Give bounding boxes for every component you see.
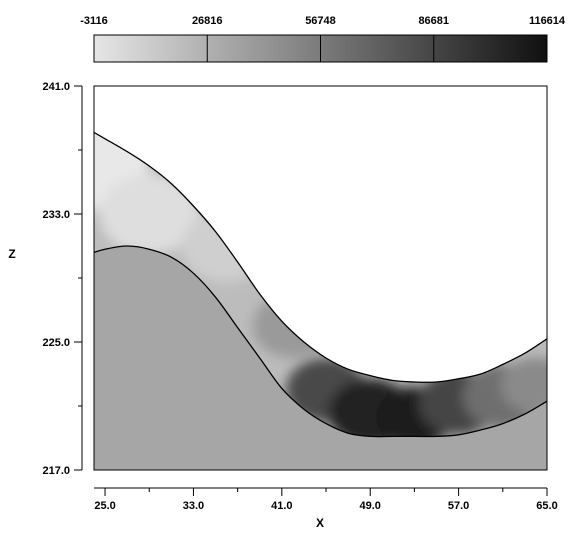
- colorbar-tick-label: 116614: [529, 15, 566, 27]
- colorbar-tick-label: 56748: [305, 15, 336, 27]
- x-tick-label: 33.0: [183, 500, 204, 512]
- y-tick-label: 233.0: [42, 209, 70, 221]
- lower-boundary-line: [94, 245, 547, 438]
- y-tick-label: 217.0: [42, 465, 70, 477]
- x-tick-label: 57.0: [448, 500, 469, 512]
- plot-frame: [93, 85, 548, 471]
- x-axis-title: X: [316, 516, 324, 530]
- upper-boundary-line: [94, 131, 547, 383]
- x-tick-label: 65.0: [536, 500, 557, 512]
- y-tick-label: 241.0: [42, 81, 70, 93]
- colorbar-tick-label: 86681: [418, 15, 449, 27]
- y-tick-label: 225.0: [42, 337, 70, 349]
- x-axis: 25.0 33.0 41.0 49.0 57.0 65.0: [94, 487, 558, 512]
- colorbar-tick-label: 26816: [192, 15, 223, 27]
- y-axis-title: Z: [8, 247, 15, 261]
- x-tick-label: 25.0: [94, 500, 115, 512]
- band-shade: [99, 174, 200, 254]
- plot-area: [93, 85, 548, 471]
- y-axis: 217.0 225.0 233.0 241.0: [42, 81, 83, 477]
- x-tick-label: 49.0: [360, 500, 381, 512]
- colorbar: -3116 26816 56748 86681 116614: [80, 15, 566, 63]
- x-tick-label: 41.0: [271, 500, 292, 512]
- lower-region-fill: [94, 246, 547, 470]
- band-shade: [500, 357, 547, 414]
- colorbar-tick-label: -3116: [80, 15, 108, 27]
